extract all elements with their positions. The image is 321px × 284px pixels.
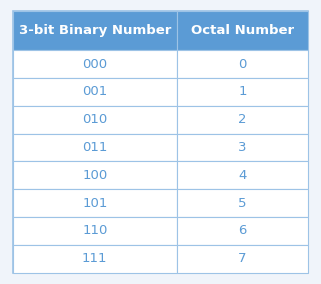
Text: 000: 000	[82, 58, 107, 71]
Text: 3: 3	[238, 141, 247, 154]
Bar	[177, 134, 308, 162]
Bar	[177, 106, 308, 134]
Bar	[177, 217, 308, 245]
Text: 001: 001	[82, 85, 108, 99]
Text: 101: 101	[82, 197, 108, 210]
Text: 6: 6	[238, 224, 247, 237]
Bar	[13, 106, 177, 134]
Bar	[177, 245, 308, 273]
Text: 111: 111	[82, 252, 108, 265]
Text: 3-bit Binary Number: 3-bit Binary Number	[19, 24, 171, 37]
Bar	[13, 245, 177, 273]
Bar	[177, 162, 308, 189]
Text: 5: 5	[238, 197, 247, 210]
Bar	[13, 134, 177, 162]
Text: 4: 4	[238, 169, 247, 182]
Bar	[13, 162, 177, 189]
Bar	[13, 189, 177, 217]
Text: 2: 2	[238, 113, 247, 126]
Text: Octal Number: Octal Number	[191, 24, 294, 37]
Text: 010: 010	[82, 113, 108, 126]
Bar	[177, 11, 308, 50]
Bar	[13, 78, 177, 106]
Text: 110: 110	[82, 224, 108, 237]
Text: 100: 100	[82, 169, 108, 182]
Text: 011: 011	[82, 141, 108, 154]
Bar	[177, 78, 308, 106]
Text: 7: 7	[238, 252, 247, 265]
Bar	[13, 11, 177, 50]
Bar	[13, 217, 177, 245]
Bar	[177, 50, 308, 78]
Bar	[13, 50, 177, 78]
Text: 1: 1	[238, 85, 247, 99]
Bar	[177, 189, 308, 217]
Text: 0: 0	[238, 58, 247, 71]
